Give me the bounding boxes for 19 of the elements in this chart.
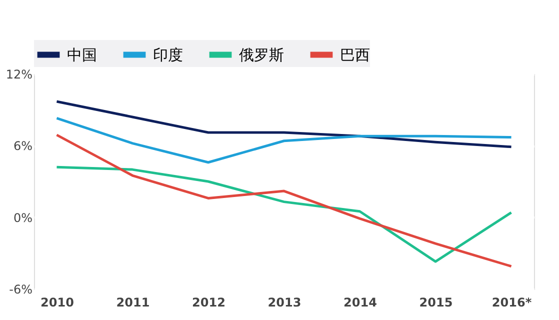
x-tick-label: 2013 — [268, 296, 302, 310]
line-series — [55, 134, 513, 268]
x-tick-label: 2014 — [344, 296, 377, 310]
y-tick-label: 12% — [6, 68, 32, 82]
line-series — [55, 166, 513, 263]
legend-label: 俄罗斯 — [239, 46, 284, 64]
legend-label: 印度 — [153, 46, 183, 64]
y-tick-label: 6% — [13, 139, 32, 154]
line-series — [55, 116, 513, 164]
y-tick-label: -6% — [9, 282, 32, 296]
line-series — [55, 100, 513, 148]
x-tick-label: 2011 — [116, 296, 150, 310]
x-tick-label: 2012 — [192, 296, 226, 310]
y-tick-label: 0% — [13, 210, 32, 225]
x-tick-label: 2010 — [40, 296, 74, 310]
legend-label: 巴西 — [340, 46, 370, 64]
x-tick-label: 2015 — [419, 296, 453, 310]
x-tick-label: 2016* — [492, 296, 532, 310]
legend-label: 中国 — [67, 46, 97, 64]
